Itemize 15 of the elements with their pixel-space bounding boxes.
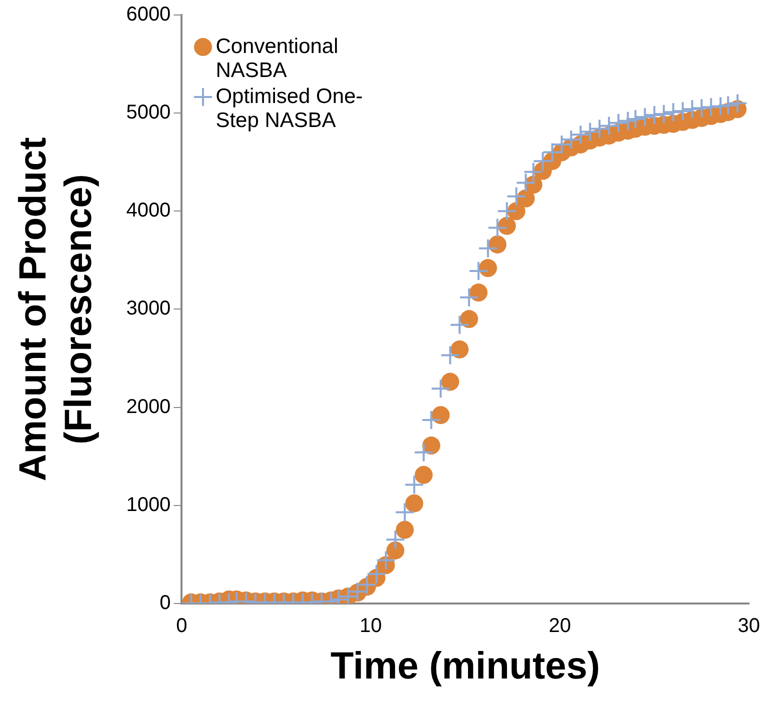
x-tick-label: 0 [176,614,188,637]
x-tick-label: 10 [360,614,382,637]
y-tick-label: 2000 [126,396,171,418]
x-axis-title: Time (minutes) [330,646,600,688]
y-axis-title: Amount of Product (Fluorescence) [12,136,100,482]
y-tick-label: 5000 [126,102,171,124]
y-tick-label: 6000 [126,4,171,26]
legend-label: Conventional NASBA [216,35,340,83]
y-tick-label: 1000 [126,494,171,516]
legend-label: Optimised One-Step NASBA [216,85,364,133]
y-tick-label: 4000 [126,200,171,222]
x-tick-label: 20 [548,614,571,637]
y-tick-label: 0 [160,592,171,614]
y-tick-label: 3000 [126,298,171,320]
x-tick-label: 30 [738,614,760,637]
